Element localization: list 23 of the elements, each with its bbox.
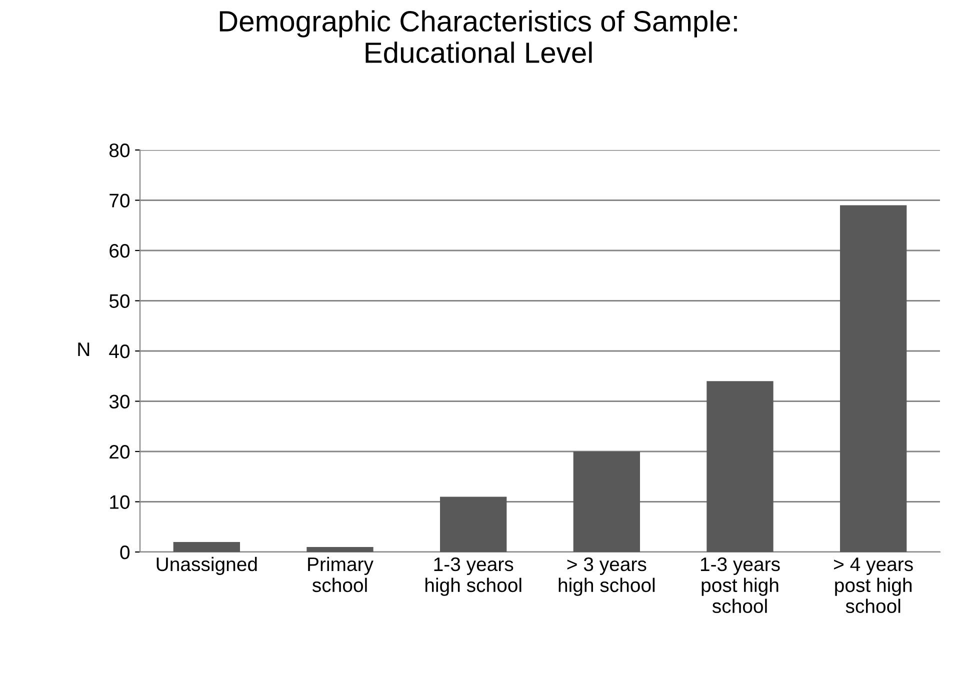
y-tick-label: 70	[110, 194, 130, 208]
x-tick-label: > 4 years post high school	[834, 558, 913, 614]
bar	[840, 205, 907, 552]
bar	[573, 452, 640, 552]
y-tick-label: 10	[110, 495, 130, 509]
bar	[440, 496, 507, 552]
x-tick-label: 1-3 years high school	[426, 557, 522, 596]
y-tick-label: 80	[109, 143, 130, 158]
y-tick-label: 60	[110, 244, 130, 258]
y-tick-label: 30	[109, 394, 130, 408]
y-tick-label: 40	[109, 344, 130, 358]
y-axis-title: N	[78, 342, 90, 356]
y-tick-label: 0	[120, 545, 130, 560]
x-tick-label: > 3 years high school	[558, 557, 655, 596]
bar	[706, 381, 774, 552]
bar	[306, 546, 374, 552]
y-tick-label: 20	[110, 444, 130, 459]
x-tick-label: Unassigned	[156, 556, 257, 575]
chart-title: Demographic Characteristics of Sample: Educational Level	[220, 10, 737, 64]
bar	[173, 542, 240, 552]
y-tick-label: 50	[109, 294, 130, 308]
x-tick-label: 1-3 years post high school	[700, 557, 780, 614]
x-tick-label: Primary school	[308, 556, 374, 592]
